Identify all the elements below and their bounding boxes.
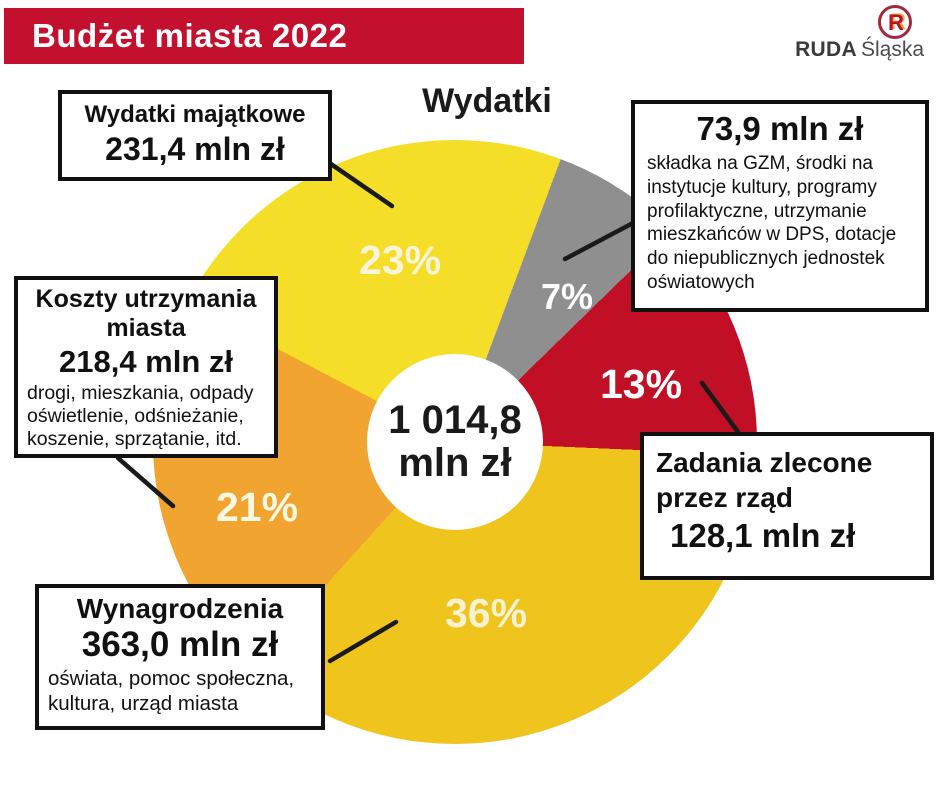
callout-title: Wydatki majątkowe [84, 101, 306, 128]
total-amount-line2: mln zł [398, 441, 512, 485]
callout-gzm: 73,9 mln zł składka na GZM, środki na in… [631, 100, 929, 312]
city-logo-text: RUDA Śląska [795, 38, 924, 62]
slice-label-koszty: 21% [215, 484, 299, 530]
slice-label-gzm: 7% [540, 276, 594, 317]
callout-description: oświata, pomoc społeczna, kultura, urząd… [48, 667, 295, 715]
callout-zadania-zlecone: Zadania zlecone przez rząd 128,1 mln zł [640, 432, 934, 580]
callout-koszty-utrzymania: Koszty utrzymania miasta 218,4 mln zł dr… [14, 276, 278, 458]
callout-title: Koszty utrzymania miasta [35, 285, 257, 342]
callout-amount: 363,0 mln zł [81, 625, 279, 664]
page-title: Budżet miasta 2022 [32, 17, 348, 54]
chart-title: Wydatki [422, 82, 552, 120]
city-logo-icon: R R [878, 5, 912, 39]
callout-amount: 218,4 mln zł [58, 343, 234, 379]
total-amount-line1: 1 014,8 [388, 397, 522, 442]
callout-amount: 73,9 mln zł [696, 110, 864, 147]
callout-amount: 231,4 mln zł [105, 131, 285, 167]
slice-label-wydatki-majatkowe: 23% [358, 237, 442, 283]
slice-label-wynagrodzenia: 36% [444, 590, 528, 636]
logo-letter: R [888, 10, 904, 35]
callout-title: Wynagrodzenia [76, 593, 284, 624]
callout-wynagrodzenia: Wynagrodzenia 363,0 mln zł oświata, pomo… [35, 584, 325, 730]
logo-brand-light: Śląska [860, 38, 924, 61]
callout-description: drogi, mieszkania, odpady oświetlenie, o… [27, 381, 254, 451]
callout-wydatki-majatkowe: Wydatki majątkowe 231,4 mln zł [58, 90, 332, 181]
pie-center-total: 1 014,8 mln zł [367, 354, 543, 530]
header-banner: Budżet miasta 2022 [4, 8, 524, 64]
city-logo: R R RUDA Śląska [780, 2, 930, 62]
callout-title: Zadania zlecone przez rząd [656, 447, 873, 513]
callout-description: składka na GZM, środki na instytucje kul… [647, 153, 897, 293]
logo-letter-accent: R [890, 9, 906, 34]
slice-label-zadania: 13% [599, 361, 683, 407]
logo-brand-bold: RUDA [795, 38, 857, 61]
callout-amount: 128,1 mln zł [670, 517, 856, 554]
